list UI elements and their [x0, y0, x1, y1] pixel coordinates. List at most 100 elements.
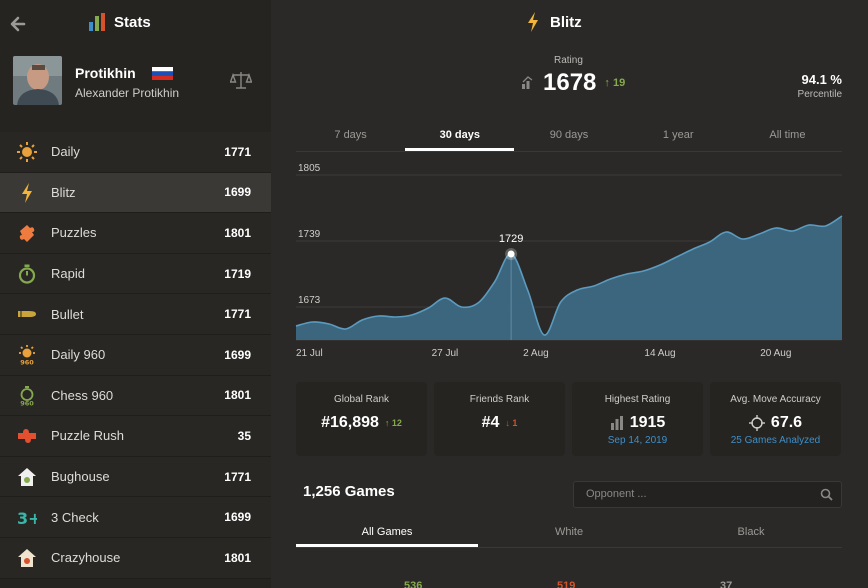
wins-count: 536: [404, 580, 423, 588]
username: Protikhin: [75, 65, 136, 81]
draws-count: 37: [720, 580, 733, 588]
sidebar-item-label: Puzzles: [51, 225, 97, 241]
highest-rating-date[interactable]: Sep 14, 2019: [607, 435, 668, 446]
search-icon[interactable]: [820, 488, 833, 501]
sidebar-item-label: Bullet: [51, 306, 84, 322]
accuracy-card[interactable]: Avg. Move Accuracy 67.6 25 Games Analyze…: [710, 382, 841, 456]
page-title: Blitz: [526, 12, 582, 32]
profile-header[interactable]: Protikhin Alexander Protikhin: [0, 48, 271, 132]
accuracy-main: 67.6: [710, 414, 841, 432]
sidebar-item-label: Blitz: [51, 184, 76, 200]
sidebar-item-rating: 1699: [224, 185, 251, 200]
sidebar-item-bughouse[interactable]: Bughouse 1771: [0, 456, 271, 498]
sidebar-item-rapid[interactable]: Rapid 1719: [0, 253, 271, 295]
bullet-icon: [18, 311, 36, 318]
y-tick-label: 1739: [298, 229, 321, 240]
bar-chart-icon: [89, 13, 105, 31]
sidebar-item-label: Crazyhouse: [51, 550, 121, 566]
sidebar-item-bullet[interactable]: Bullet 1771: [0, 294, 271, 335]
rating-area: [296, 216, 842, 340]
highest-rating-card[interactable]: Highest Rating 1915 Sep 14, 2019: [572, 382, 703, 456]
sidebar-item-rating: 1699: [224, 510, 251, 525]
sidebar-item-rating: 1771: [224, 144, 251, 159]
rating-delta-value: 19: [612, 77, 626, 89]
rating-delta: ↑ 19: [604, 77, 626, 89]
sidebar-item-label: Chess 960: [51, 387, 114, 403]
y-tick-label: 1805: [298, 163, 321, 174]
games-analyzed-link[interactable]: 25 Games Analyzed: [730, 435, 821, 446]
avatar[interactable]: [13, 56, 62, 105]
highest-rating-label: Highest Rating: [604, 394, 671, 405]
percentile-label: Percentile: [797, 89, 842, 100]
sidebar-item-label: 3 Check: [51, 509, 99, 525]
x-tick-label: 27 Jul: [432, 348, 459, 359]
friends-rank-delta-value: 1: [512, 418, 518, 428]
russia-flag-icon: [152, 67, 173, 80]
sidebar-item-crazyhouse[interactable]: Crazyhouse 1801: [0, 537, 271, 579]
svg-text:960: 960: [20, 399, 34, 406]
friends-rank-value: #4: [481, 414, 500, 431]
highest-rating-main: 1915: [572, 414, 703, 432]
tab-30-days[interactable]: 30 days: [405, 120, 515, 151]
rating-history-chart[interactable]: 1673 1739 1805 1729 21 Jul 27 Jul 2 Aug 14 Aug 2…: [271, 160, 868, 360]
tab-7-days[interactable]: 7 days: [334, 129, 367, 141]
crosshair-icon: [748, 415, 765, 431]
stats-title-text: Stats: [114, 13, 151, 31]
tab-all-time[interactable]: All time: [769, 129, 806, 141]
x-tick-label: 14 Aug: [644, 348, 675, 359]
back-arrow-icon[interactable]: [8, 13, 28, 35]
bar-chart-icon: [610, 416, 623, 430]
lightning-icon: [22, 182, 32, 203]
sidebar-header: Stats: [0, 0, 271, 48]
opponent-search[interactable]: [573, 481, 842, 508]
sidebar-game-list: Daily 1771 Blitz 1699 Puzzles 1801 Rapid: [0, 132, 271, 579]
puzzle-rush-icon: [18, 429, 36, 444]
stopwatch-icon: [18, 264, 36, 284]
sidebar-item-puzzles[interactable]: Puzzles 1801: [0, 213, 271, 254]
sidebar-item-blitz[interactable]: Blitz 1699: [0, 172, 271, 214]
annotation-label: 1729: [499, 233, 523, 245]
three-check-icon: 3+: [17, 509, 37, 527]
sidebar-item-label: Daily: [51, 144, 80, 160]
blitz-stats-panel: Blitz Rating 1678 ↑ 19 94.1 % Percentile…: [271, 0, 868, 588]
sidebar-item-daily-960[interactable]: 960 Daily 960 1699: [0, 334, 271, 376]
tab-black[interactable]: Black: [737, 526, 765, 538]
accuracy-label: Avg. Move Accuracy: [730, 394, 821, 405]
sidebar-item-puzzle-rush[interactable]: Puzzle Rush 35: [0, 416, 271, 457]
sidebar-item-3-check[interactable]: 3+ 3 Check 1699: [0, 497, 271, 538]
opponent-search-input[interactable]: [586, 488, 806, 500]
crazyhouse-icon: [18, 548, 36, 567]
global-rank-delta: ↑ 12: [384, 418, 402, 428]
global-rank-main: #16,898 ↑ 12: [296, 414, 427, 432]
sidebar-item-rating: 1699: [224, 347, 251, 362]
tab-1-year[interactable]: 1 year: [662, 129, 694, 141]
compare-scale-icon[interactable]: [230, 70, 252, 90]
lightning-icon: [528, 12, 538, 32]
sidebar-item-rating: 1771: [224, 307, 251, 322]
highest-rating-value: 1915: [629, 414, 666, 431]
svg-text:3+: 3+: [17, 509, 37, 527]
page-title-text: Blitz: [550, 13, 582, 31]
rating-trend-icon: [522, 76, 533, 89]
sidebar-item-rating: 1771: [224, 469, 251, 484]
stats-title: Stats: [88, 12, 151, 32]
tab-90-days[interactable]: 90 days: [549, 129, 589, 141]
friends-rank-card[interactable]: Friends Rank #4 ↓ 1: [434, 382, 565, 456]
sidebar-item-chess-960[interactable]: 960 Chess 960 1801: [0, 375, 271, 417]
sidebar-item-daily[interactable]: Daily 1771: [0, 132, 271, 173]
x-tick-label: 2 Aug: [523, 348, 549, 359]
main-header: Blitz: [271, 0, 868, 48]
global-rank-card[interactable]: Global Rank #16,898 ↑ 12: [296, 382, 427, 456]
x-tick-label: 21 Jul: [296, 348, 323, 359]
tab-all-games[interactable]: All Games: [296, 517, 478, 547]
time-range-tabs: 7 days 30 days 90 days 1 year All time: [296, 120, 842, 152]
x-tick-label: 20 Aug: [760, 348, 791, 359]
full-name: Alexander Protikhin: [75, 86, 180, 100]
sidebar-item-rating: 1801: [224, 388, 251, 403]
global-rank-value: #16,898: [321, 414, 379, 431]
tab-white[interactable]: White: [554, 526, 584, 538]
rating-value: 1678: [543, 69, 597, 96]
friends-rank-label: Friends Rank: [469, 394, 530, 405]
global-rank-delta-value: 12: [391, 418, 402, 428]
friends-rank-main: #4 ↓ 1: [434, 414, 565, 432]
